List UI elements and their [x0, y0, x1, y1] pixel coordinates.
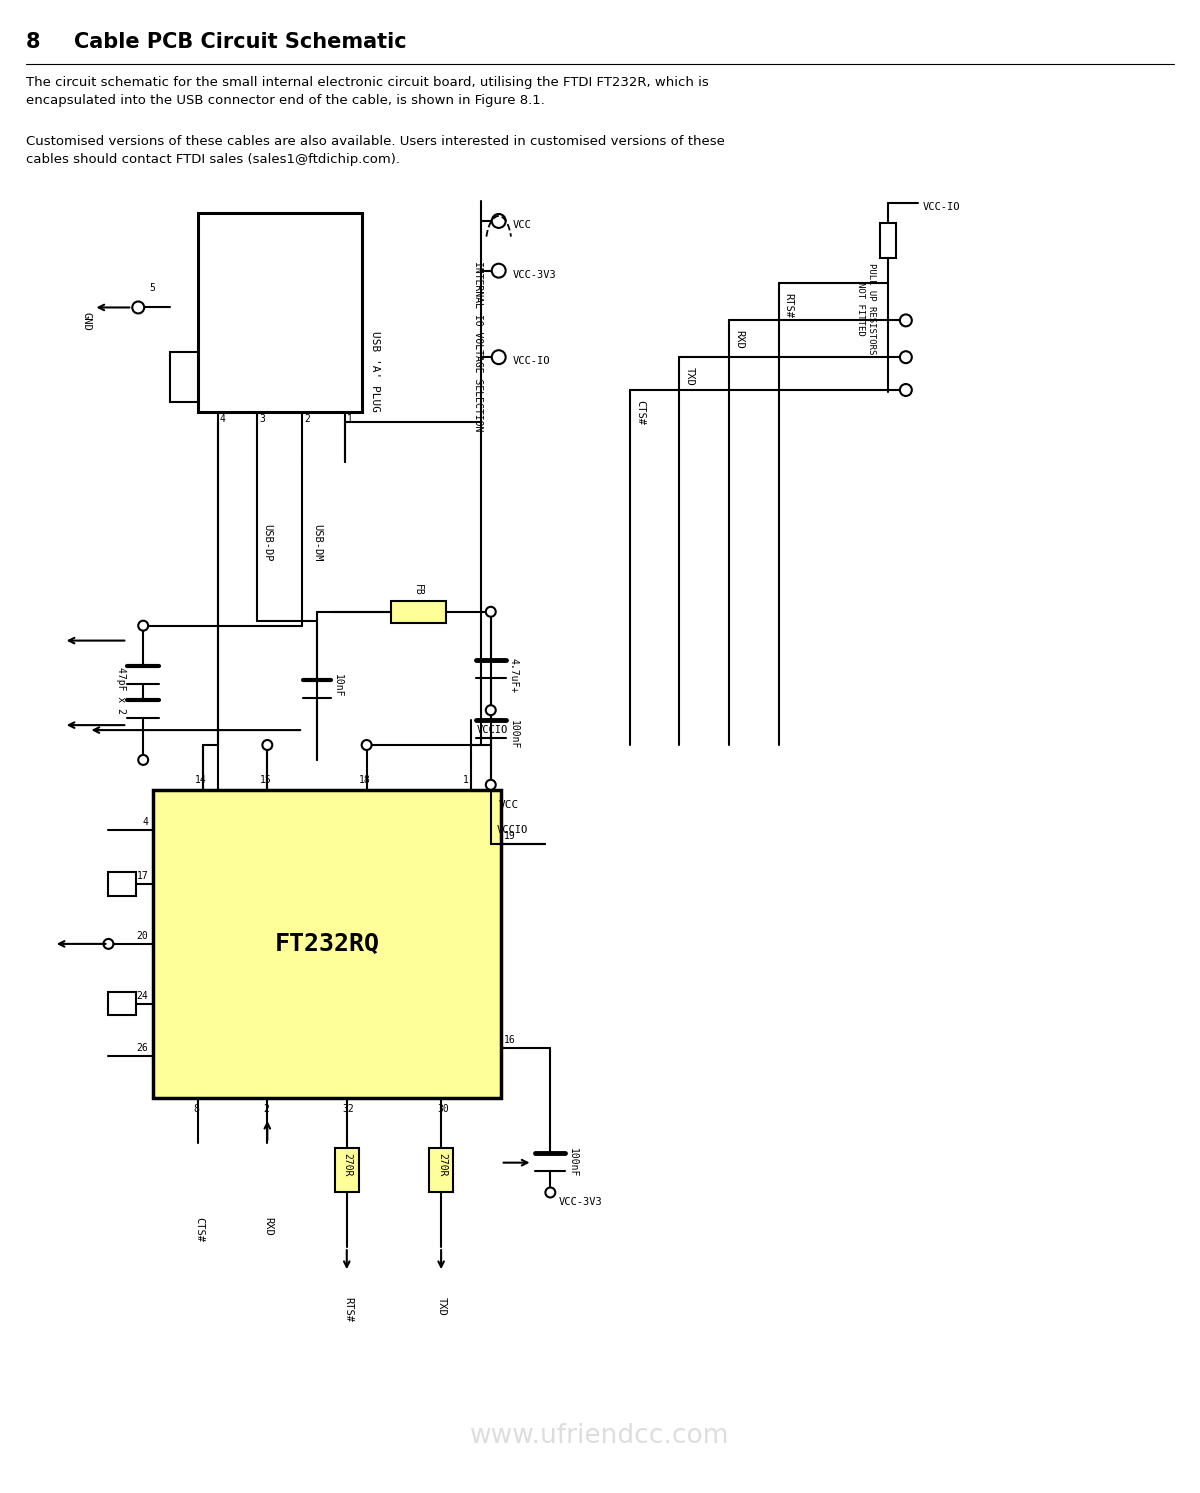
Text: VCC-3V3: VCC-3V3	[512, 270, 557, 279]
Text: 32: 32	[343, 1103, 354, 1114]
Circle shape	[263, 741, 272, 749]
Text: 4: 4	[143, 817, 148, 827]
Circle shape	[492, 213, 505, 228]
Bar	[430, 1148, 454, 1193]
Text: VCC-IO: VCC-IO	[923, 202, 960, 212]
Circle shape	[486, 705, 496, 715]
Text: 4.7uF+: 4.7uF+	[509, 658, 518, 693]
Circle shape	[486, 779, 496, 790]
Text: USB 'A' PLUG: USB 'A' PLUG	[370, 331, 379, 412]
Text: USB-DM: USB-DM	[312, 524, 322, 561]
Bar	[335, 1148, 359, 1193]
Bar	[391, 600, 446, 623]
Text: 8: 8	[26, 31, 41, 52]
Bar	[198, 213, 361, 412]
Circle shape	[900, 351, 912, 363]
Text: 2: 2	[263, 1103, 269, 1114]
Text: VCC: VCC	[499, 800, 518, 809]
Text: 100nF: 100nF	[569, 1148, 578, 1178]
Text: 16: 16	[504, 1035, 516, 1045]
Text: 15: 15	[259, 775, 271, 785]
Circle shape	[492, 264, 505, 278]
Text: 100nF: 100nF	[509, 721, 518, 749]
Circle shape	[545, 1187, 556, 1197]
Text: CTS#: CTS#	[635, 400, 644, 426]
Text: 1: 1	[463, 775, 469, 785]
Circle shape	[900, 315, 912, 327]
Text: RXD: RXD	[263, 1217, 274, 1236]
Text: VCCIO: VCCIO	[497, 824, 528, 835]
Text: 14: 14	[194, 775, 206, 785]
Text: USB-DP: USB-DP	[263, 524, 272, 561]
Circle shape	[103, 939, 114, 950]
Text: PULL UP RESISTORS
NOT FITTED: PULL UP RESISTORS NOT FITTED	[857, 263, 876, 354]
Text: 30: 30	[437, 1103, 449, 1114]
Circle shape	[486, 606, 496, 617]
Text: 2: 2	[304, 414, 310, 424]
Circle shape	[361, 741, 372, 749]
Text: VCCIO: VCCIO	[476, 726, 508, 735]
Text: 3: 3	[259, 414, 265, 424]
Text: 17: 17	[137, 872, 148, 881]
Text: Cable PCB Circuit Schematic: Cable PCB Circuit Schematic	[73, 31, 407, 52]
Text: 4: 4	[220, 414, 226, 424]
Text: 47pF x 2: 47pF x 2	[116, 667, 126, 714]
Circle shape	[138, 621, 148, 630]
Text: 270R: 270R	[437, 1153, 448, 1176]
Text: VCC-IO: VCC-IO	[512, 357, 550, 366]
Bar	[170, 352, 198, 402]
Text: RXD: RXD	[734, 330, 744, 349]
Bar	[108, 872, 137, 896]
Bar	[108, 991, 137, 1015]
Text: www.ufriendcc.com: www.ufriendcc.com	[470, 1423, 730, 1450]
Text: VCC: VCC	[512, 219, 532, 230]
Text: The circuit schematic for the small internal electronic circuit board, utilising: The circuit schematic for the small inte…	[26, 76, 709, 107]
Text: 20: 20	[137, 932, 148, 941]
Text: 24: 24	[137, 990, 148, 1000]
Text: VCC-3V3: VCC-3V3	[558, 1197, 602, 1208]
Text: CTS#: CTS#	[194, 1217, 204, 1242]
Text: FT232RQ: FT232RQ	[275, 932, 379, 956]
Bar	[154, 790, 500, 1097]
Text: 26: 26	[137, 1044, 148, 1053]
Text: 10nF: 10nF	[332, 673, 343, 697]
Circle shape	[900, 384, 912, 396]
Text: 8: 8	[194, 1103, 199, 1114]
Text: FB: FB	[413, 584, 424, 596]
Text: RTS#: RTS#	[343, 1297, 353, 1321]
Text: Customised versions of these cables are also available. Users interested in cust: Customised versions of these cables are …	[26, 136, 725, 166]
Text: RTS#: RTS#	[784, 293, 793, 318]
Text: 19: 19	[504, 832, 516, 842]
Text: GND: GND	[82, 312, 91, 331]
Text: 1: 1	[347, 414, 353, 424]
Text: 18: 18	[359, 775, 371, 785]
Text: 270R: 270R	[343, 1153, 353, 1176]
Text: INTERNAL IO VOLTAGE SELECTION: INTERNAL IO VOLTAGE SELECTION	[473, 261, 482, 431]
Text: 5: 5	[149, 282, 155, 293]
Circle shape	[492, 351, 505, 364]
Bar	[880, 222, 896, 258]
Circle shape	[132, 302, 144, 314]
Text: TXD: TXD	[437, 1297, 448, 1315]
Text: TXD: TXD	[684, 367, 695, 385]
Circle shape	[138, 755, 148, 764]
